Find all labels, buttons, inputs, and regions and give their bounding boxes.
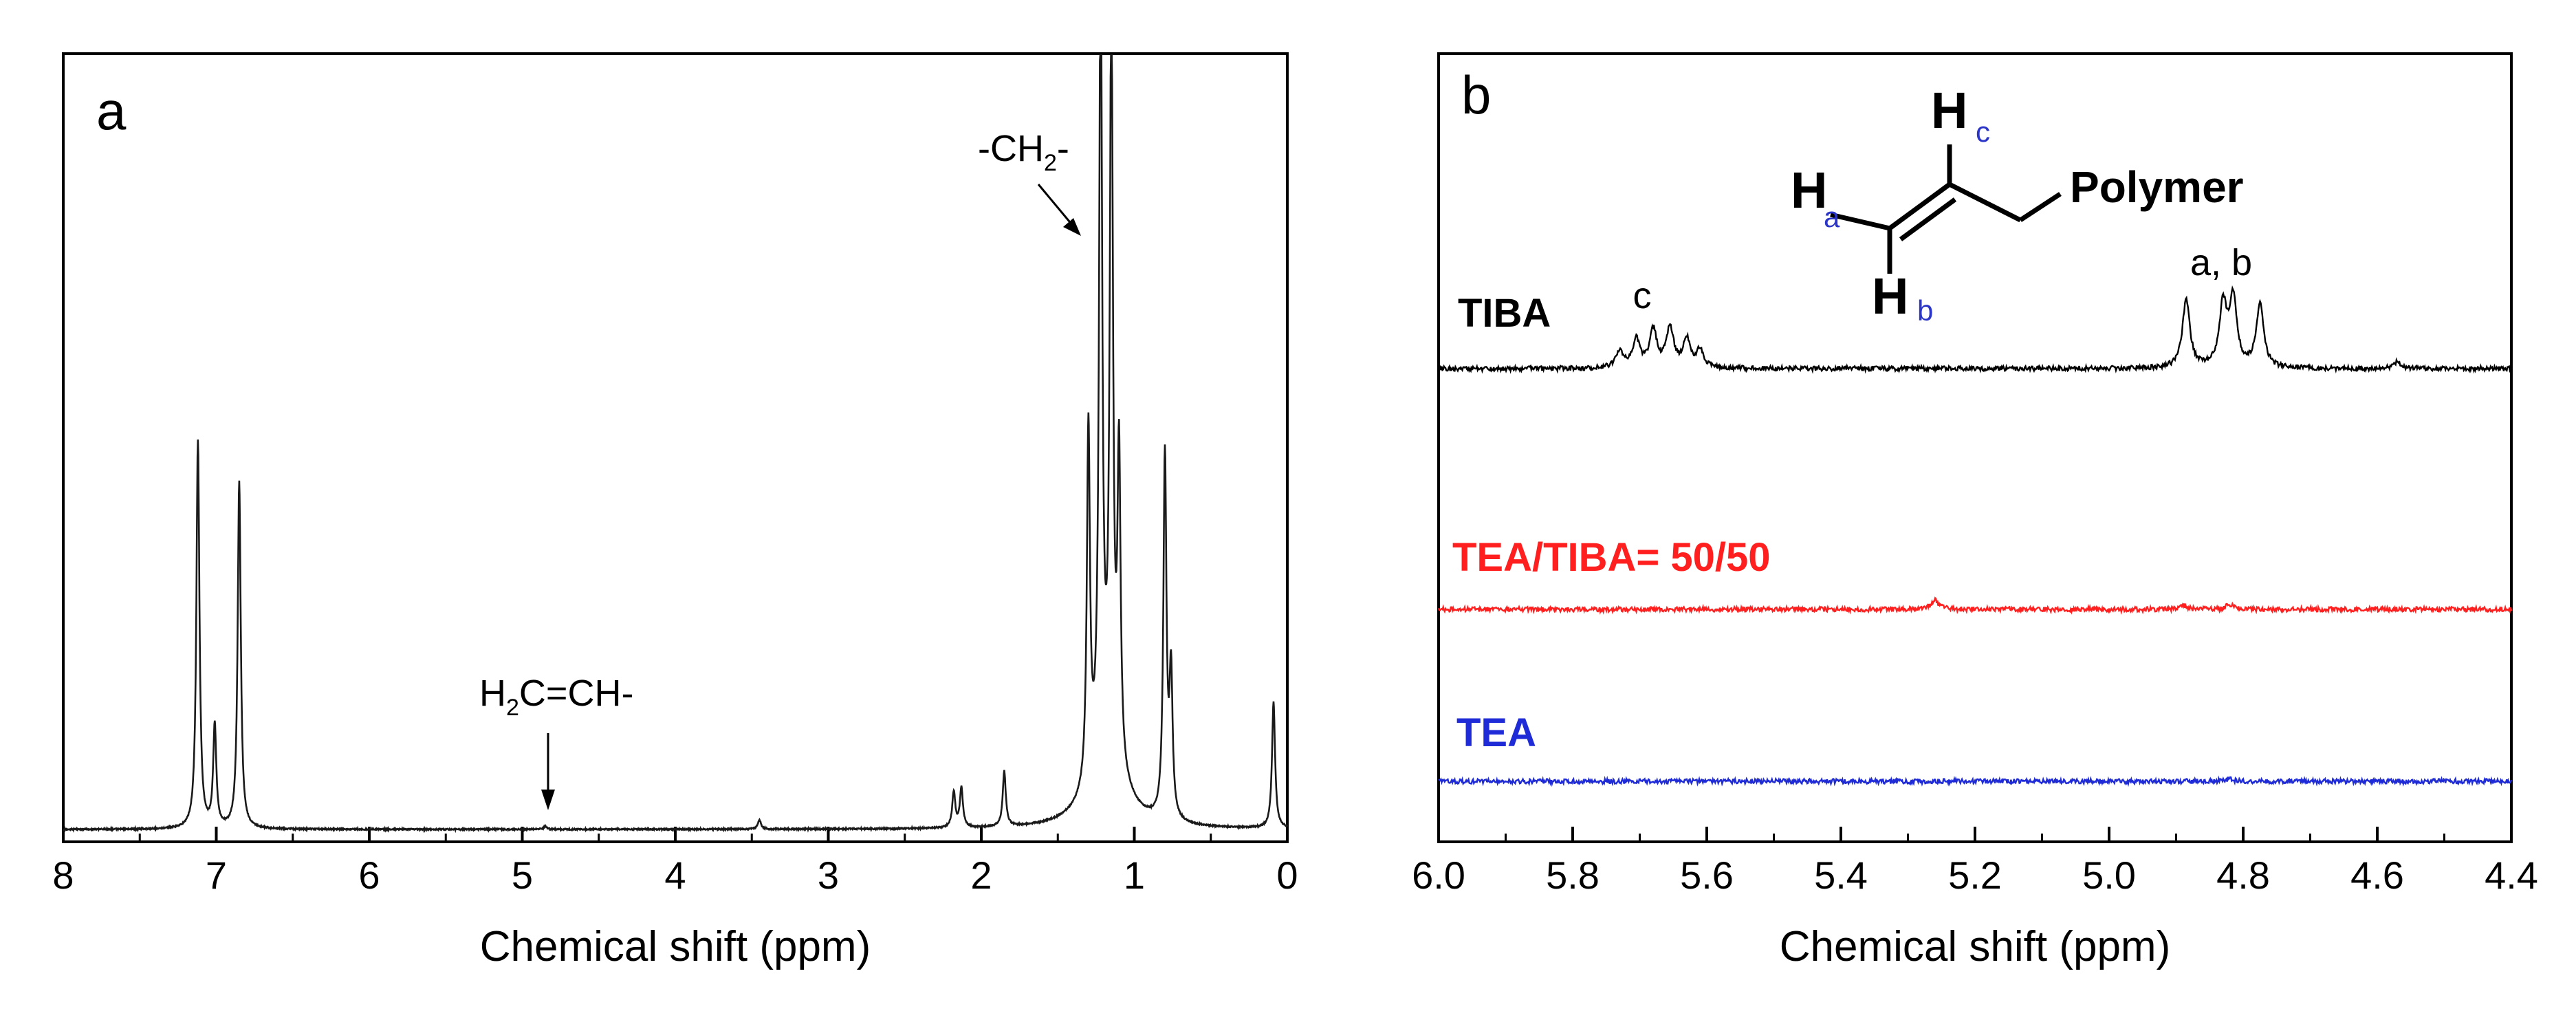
ch2-arrow-head xyxy=(1063,218,1081,236)
polymer-group: Polymer xyxy=(2070,162,2244,212)
peak-label-c: c xyxy=(1633,275,1652,316)
panel-b: b 6.0 5.8 5.6 5.4 5.2 5.0 4.8 4.6 4.4 TIBA TEA/T… xyxy=(1412,52,2538,970)
vinyl-arrow-head xyxy=(541,790,555,810)
panel-b-label: b xyxy=(1461,65,1491,125)
bond-double-1 xyxy=(1888,182,1952,230)
panel-b-series-tea-line xyxy=(1438,775,2513,787)
h-c-subscript: c xyxy=(1976,116,1990,148)
panel-b-series-tiba-line xyxy=(1438,285,2512,374)
bond-ch2-2 xyxy=(2019,192,2062,222)
vinyl-label: H2C=CH- xyxy=(479,673,633,721)
series-label-tea: TEA xyxy=(1456,710,1536,755)
panel-a-ch2-annotation: -CH2- xyxy=(978,128,1081,236)
panel-b-series-tea-tiba-line xyxy=(1437,596,2513,615)
panel-b-x-tick-label: 5.4 xyxy=(1814,854,1868,897)
panel-b-x-tick-label: 4.8 xyxy=(2216,854,2270,897)
panel-b-x-tick-label: 4.6 xyxy=(2350,854,2404,897)
panel-b-x-axis-title: Chemical shift (ppm) xyxy=(1780,923,2170,970)
panel-b-x-tick-label: 5.8 xyxy=(1546,854,1600,897)
panel-a-x-tick-label: 0 xyxy=(1276,854,1298,897)
panel-a-vinyl-annotation: H2C=CH- xyxy=(479,673,633,810)
panel-a-label: a xyxy=(96,80,127,141)
ch2-label-tail: - xyxy=(1057,128,1069,169)
series-label-tea-tiba: TEA/TIBA= 50/50 xyxy=(1452,535,1771,580)
panel-a-x-tick-label: 5 xyxy=(512,854,533,897)
panel-b-x-ticks: 6.0 5.8 5.6 5.4 5.2 5.0 4.8 4.6 4.4 xyxy=(1412,827,2538,897)
ch2-label-sub: 2 xyxy=(1044,150,1057,176)
peak-label-ab: a, b xyxy=(2190,242,2252,283)
h-a-atom: H xyxy=(1791,162,1827,219)
ch2-arrow-shaft xyxy=(1037,184,1074,226)
panel-b-x-tick-label: 5.0 xyxy=(2082,854,2136,897)
panel-a-x-tick-label: 7 xyxy=(206,854,227,897)
panel-a-x-tick-label: 4 xyxy=(664,854,686,897)
bond-double-2 xyxy=(1899,197,1957,241)
vinyl-label-sub: 2 xyxy=(506,695,519,721)
allyl-structure: H a H b H c Polymer xyxy=(1791,82,2244,327)
h-b-atom: H xyxy=(1872,268,1908,325)
panel-b-x-tick-label: 5.6 xyxy=(1680,854,1734,897)
bond-ha xyxy=(1830,212,1890,231)
panel-b-x-tick-label: 6.0 xyxy=(1412,854,1465,897)
h-c-atom: H xyxy=(1931,82,1967,139)
vinyl-label-tail: C=CH- xyxy=(519,673,634,714)
vinyl-label-main: H xyxy=(479,673,506,714)
panel-a-x-tick-label: 8 xyxy=(52,854,74,897)
bond-ch2-1 xyxy=(1948,182,2022,223)
ch2-label: -CH2- xyxy=(978,128,1069,176)
panel-a-x-tick-label: 2 xyxy=(970,854,992,897)
series-label-tiba: TIBA xyxy=(1458,291,1551,336)
h-a-subscript: a xyxy=(1824,201,1840,233)
panel-a-x-ticks: 8 7 6 5 4 3 2 1 0 xyxy=(52,827,1298,897)
panel-b-x-tick-label: 5.2 xyxy=(1948,854,2002,897)
panel-a-x-tick-label: 6 xyxy=(358,854,380,897)
panel-b-frame xyxy=(1437,52,2513,843)
panel-a-x-axis-title: Chemical shift (ppm) xyxy=(480,923,871,970)
panel-a-spectrum-line xyxy=(62,54,1289,834)
ch2-label-main: -CH xyxy=(978,128,1044,169)
panel-b-x-tick-label: 4.4 xyxy=(2485,854,2538,897)
panel-a-x-tick-label: 1 xyxy=(1124,854,1145,897)
panel-a-x-tick-label: 3 xyxy=(818,854,839,897)
h-b-subscript: b xyxy=(1917,294,1933,327)
